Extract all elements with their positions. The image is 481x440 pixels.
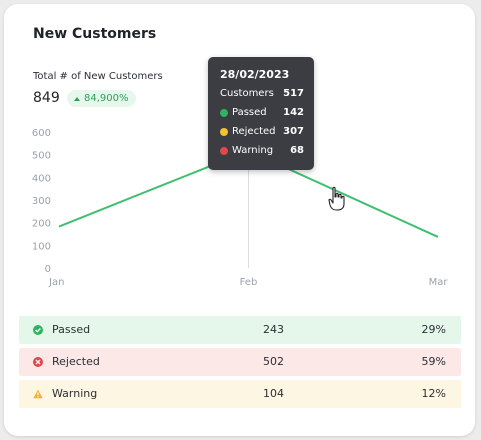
tooltip-value: 142 [283,107,304,118]
summary-row-rejected: Rejected 502 59% [19,348,461,376]
tooltip-value: 307 [283,126,304,137]
y-axis: 0 100 200 300 400 500 600 [32,128,51,275]
tooltip-row-warning: Warning 68 [220,145,304,159]
summary-percent: 12% [421,387,446,400]
change-badge-value: 84,900% [84,93,129,104]
tooltip-value: 68 [290,145,304,156]
summary-count: 104 [263,387,284,400]
tooltip-label: Rejected [232,126,276,137]
chart-tooltip: 28/02/2023 Customers 517 Passed 142 Reje… [208,57,314,170]
total-label: Total # of New Customers [33,71,163,82]
y-tick-label: 300 [32,196,51,207]
card-title: New Customers [33,26,157,42]
warning-triangle-icon [33,389,43,399]
y-tick-label: 200 [32,219,51,230]
tooltip-row-passed: Passed 142 [220,107,304,121]
y-tick-label: 400 [32,173,51,184]
summary-percent: 59% [421,355,446,368]
summary-row-passed: Passed 243 29% [19,316,461,344]
summary-count: 243 [263,323,284,336]
x-axis: Jan Feb Mar [48,277,448,288]
red-dot-icon [220,146,228,155]
change-badge: 84,900% [67,90,136,107]
tooltip-row-customers: Customers 517 [220,88,304,102]
x-tick-label: Jan [48,277,64,288]
summary-count: 502 [263,355,284,368]
x-tick-label: Feb [240,277,258,288]
summary-label: Rejected [52,355,100,368]
tooltip-value: 517 [283,88,304,99]
check-circle-icon [33,325,43,335]
y-tick-label: 0 [45,264,51,275]
tooltip-date: 28/02/2023 [220,68,290,81]
y-tick-label: 100 [32,241,51,252]
summary-percent: 29% [421,323,446,336]
summary-label: Warning [52,387,98,400]
x-tick-label: Mar [429,277,449,288]
summary-row-warning: Warning 104 12% [19,380,461,408]
tooltip-row-rejected: Rejected 307 [220,126,304,140]
tooltip-label: Passed [232,107,267,118]
y-tick-label: 600 [32,128,51,139]
tooltip-label: Warning [232,145,274,156]
x-circle-icon [33,357,43,367]
tooltip-label: Customers [220,88,274,99]
green-dot-icon [220,108,228,117]
y-tick-label: 500 [32,151,51,162]
total-value: 849 [33,90,60,106]
arrow-up-icon [74,96,80,101]
yellow-dot-icon [220,127,228,136]
summary-label: Passed [52,323,91,336]
hand-pointer-icon [328,186,346,216]
